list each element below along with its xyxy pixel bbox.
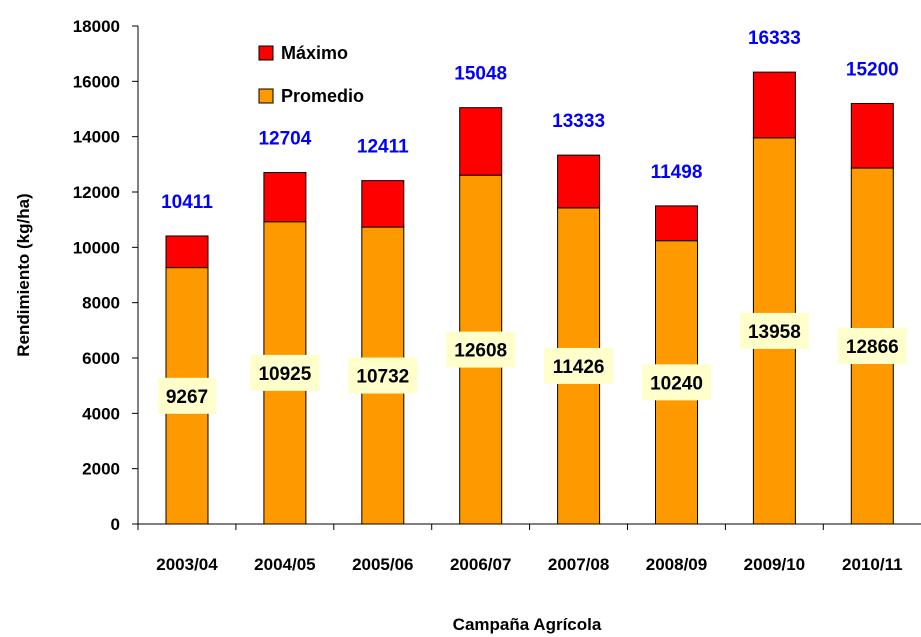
x-tick-label: 2005/06 [352,555,413,574]
legend: Máximo Promedio [258,43,364,106]
avg-value-box [739,312,809,349]
avg-value-label: 12866 [846,337,899,358]
y-axis: 0 2000 4000 6000 8000 10000 12000 14000 16000 180… [73,17,139,534]
legend-swatch-promedio [258,88,274,104]
x-tick-label: 2009/10 [744,555,805,574]
avg-value-label: 10732 [356,367,409,388]
avg-value-label: 10240 [650,373,703,394]
avg-value-box [250,354,320,391]
bar-maximo [165,235,209,269]
avg-value-box [544,347,614,384]
avg-value-label: 12608 [454,341,507,362]
y-axis-title: Rendimiento (kg/ha) [14,193,33,356]
bar-maximo [655,205,698,242]
x-tick-label: 2003/04 [156,555,218,574]
y-tick-label: 6000 [82,349,120,368]
y-tick-label: 10000 [73,238,120,257]
avg-value-box [158,377,216,414]
avg-value-label: 11426 [553,357,605,378]
x-tick-label: 2004/05 [254,555,315,574]
y-tick-label: 18000 [73,17,120,36]
x-tick-label: 2008/09 [646,555,707,574]
y-tick-label: 0 [111,515,120,534]
legend-swatch-maximo [258,45,274,61]
x-tick-label: 2006/07 [450,555,511,574]
x-tick-label: 2010/11 [842,555,903,574]
avg-value-box [642,364,711,401]
x-axis: 2003/04 2004/05 2005/06 2006/07 2007/08 2008/… [137,523,921,574]
data-labels: 10411 9267 12704 10925 12411 10732 15048 12608 1… [158,28,907,414]
avg-value-label: 9267 [166,387,208,408]
bar-maximo [752,71,796,139]
avg-value-label: 13958 [748,322,801,343]
avg-value-label: 10925 [258,364,311,385]
y-tick-label: 12000 [73,183,120,202]
total-value-label: 12704 [258,129,311,150]
x-tick-label: 2007/08 [548,555,609,574]
bar-maximo [459,107,503,176]
bar-maximo [557,154,601,209]
avg-value-box [446,331,516,368]
y-tick-label: 16000 [73,72,120,91]
x-axis-title: Campaña Agrícola [453,615,602,634]
y-tick-label: 4000 [82,404,120,423]
total-value-label: 11498 [651,162,703,183]
legend-label-maximo: Máximo [281,43,348,63]
avg-value-box [837,328,907,365]
total-value-label: 16333 [748,28,801,49]
total-value-label: 10411 [161,192,213,213]
legend-label-promedio: Promedio [281,86,364,106]
total-value-label: 12411 [357,137,409,158]
y-tick-label: 14000 [73,128,120,147]
bar-maximo [361,180,405,228]
y-tick-label: 8000 [82,294,120,313]
total-value-label: 15200 [846,59,899,80]
total-value-label: 13333 [552,111,605,132]
total-value-label: 15048 [454,64,507,85]
bar-maximo [263,172,307,223]
bar-maximo [850,102,894,169]
y-tick-label: 2000 [82,460,120,479]
avg-value-box [348,357,418,394]
